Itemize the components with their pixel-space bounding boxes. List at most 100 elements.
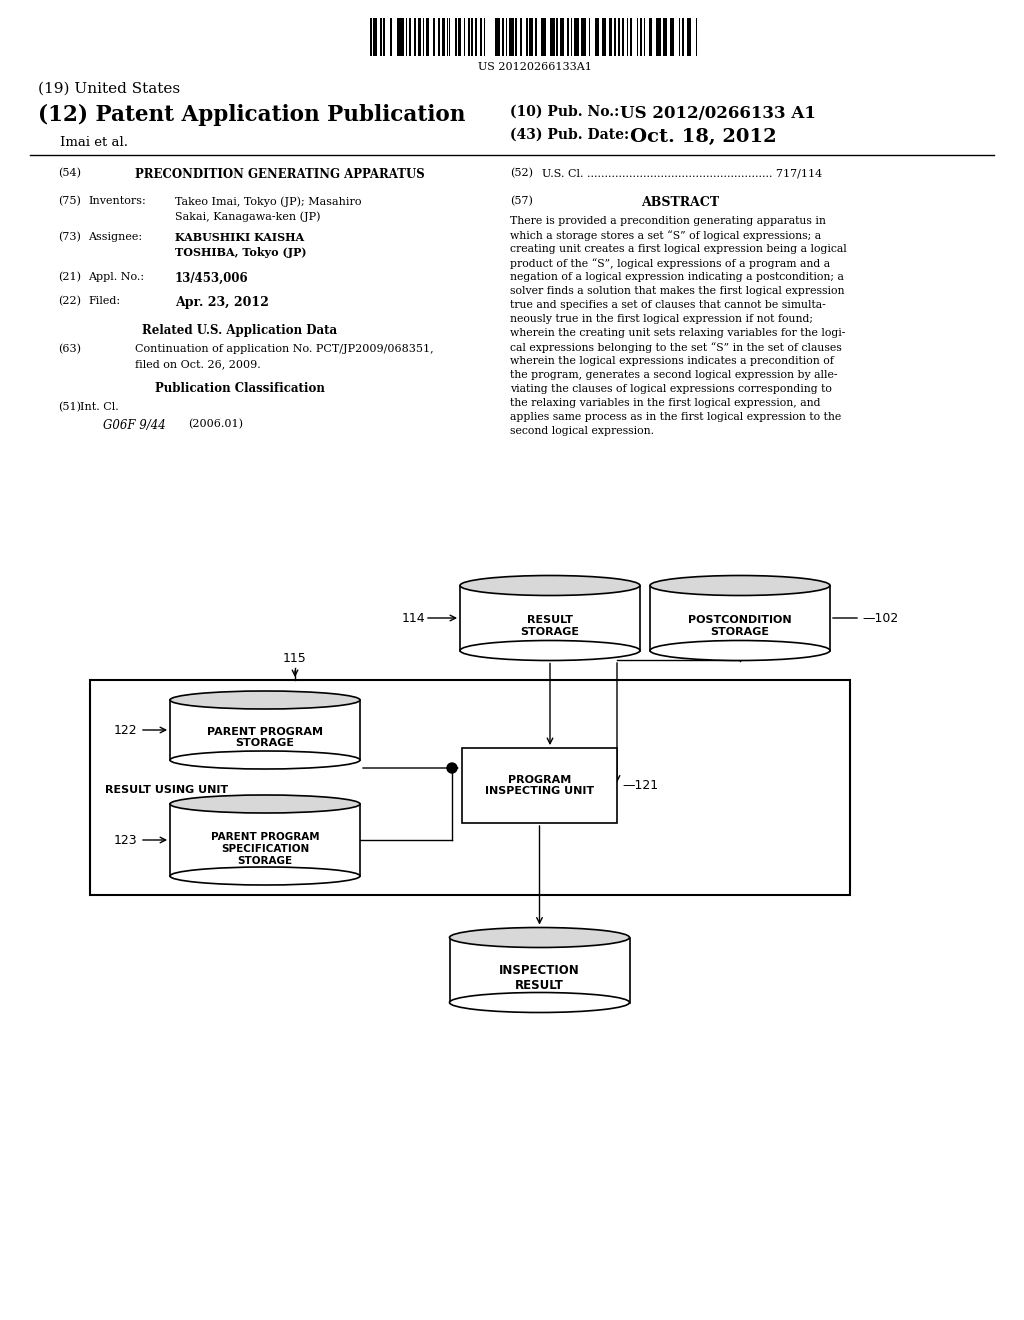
Bar bbox=[520, 18, 521, 55]
Bar bbox=[589, 18, 590, 55]
Bar bbox=[535, 18, 537, 55]
Text: (21): (21) bbox=[58, 272, 81, 282]
Bar bbox=[656, 18, 660, 55]
Text: product of the “S”, logical expressions of a program and a: product of the “S”, logical expressions … bbox=[510, 257, 830, 269]
Text: PROGRAM
INSPECTING UNIT: PROGRAM INSPECTING UNIT bbox=[485, 775, 594, 796]
Bar bbox=[695, 18, 697, 55]
Bar bbox=[556, 18, 558, 55]
Text: KABUSHIKI KAISHA: KABUSHIKI KAISHA bbox=[175, 232, 304, 243]
Bar bbox=[623, 18, 625, 55]
Bar bbox=[399, 18, 403, 55]
Bar bbox=[438, 18, 440, 55]
Text: (12) Patent Application Publication: (12) Patent Application Publication bbox=[38, 104, 465, 127]
Text: PARENT PROGRAM
SPECIFICATION
STORAGE: PARENT PROGRAM SPECIFICATION STORAGE bbox=[211, 833, 319, 866]
Bar bbox=[526, 18, 527, 55]
Text: cal expressions belonging to the set “S” in the set of clauses: cal expressions belonging to the set “S”… bbox=[510, 342, 842, 352]
Text: U.S. Cl. ..................................................... 717/114: U.S. Cl. ...............................… bbox=[542, 168, 822, 178]
Bar bbox=[570, 18, 572, 55]
Bar bbox=[542, 18, 546, 55]
Bar bbox=[468, 18, 470, 55]
Bar bbox=[426, 18, 429, 55]
Ellipse shape bbox=[170, 690, 360, 709]
Text: Assignee:: Assignee: bbox=[88, 232, 142, 242]
Text: wherein the logical expressions indicates a precondition of: wherein the logical expressions indicate… bbox=[510, 356, 834, 366]
Bar bbox=[602, 18, 606, 55]
Bar bbox=[459, 18, 461, 55]
Bar bbox=[499, 18, 500, 55]
Bar bbox=[389, 18, 392, 55]
Ellipse shape bbox=[460, 640, 640, 660]
Text: Related U.S. Application Data: Related U.S. Application Data bbox=[142, 323, 338, 337]
Text: There is provided a precondition generating apparatus in: There is provided a precondition generat… bbox=[510, 216, 826, 226]
Bar bbox=[630, 18, 632, 55]
Ellipse shape bbox=[650, 640, 830, 660]
Bar bbox=[687, 18, 691, 55]
Bar bbox=[609, 18, 611, 55]
Bar bbox=[460, 586, 640, 651]
Bar bbox=[475, 18, 477, 55]
Bar bbox=[170, 700, 360, 760]
Bar bbox=[90, 680, 850, 895]
Bar bbox=[479, 18, 482, 55]
Text: wherein the creating unit sets relaxing variables for the logi-: wherein the creating unit sets relaxing … bbox=[510, 327, 846, 338]
Ellipse shape bbox=[650, 576, 830, 595]
Bar bbox=[464, 18, 466, 55]
Bar bbox=[442, 18, 444, 55]
Text: 13/453,006: 13/453,006 bbox=[175, 272, 249, 285]
Text: G06F 9/44: G06F 9/44 bbox=[103, 418, 166, 432]
Bar bbox=[455, 18, 457, 55]
Text: (57): (57) bbox=[510, 195, 532, 206]
Bar bbox=[380, 18, 382, 55]
Text: (2006.01): (2006.01) bbox=[188, 418, 243, 429]
Bar bbox=[515, 18, 517, 55]
Text: —121: —121 bbox=[622, 779, 658, 792]
Text: (43) Pub. Date:: (43) Pub. Date: bbox=[510, 128, 629, 143]
Bar bbox=[170, 804, 360, 876]
Bar bbox=[410, 18, 411, 55]
Text: (51): (51) bbox=[58, 403, 81, 412]
Text: Apr. 23, 2012: Apr. 23, 2012 bbox=[175, 296, 269, 309]
Bar bbox=[502, 18, 504, 55]
Bar bbox=[446, 18, 449, 55]
Bar bbox=[414, 18, 417, 55]
Text: US 2012/0266133 A1: US 2012/0266133 A1 bbox=[620, 106, 816, 121]
Text: which a storage stores a set “S” of logical expressions; a: which a storage stores a set “S” of logi… bbox=[510, 230, 821, 240]
Bar bbox=[560, 18, 564, 55]
Text: RESULT USING UNIT: RESULT USING UNIT bbox=[105, 785, 228, 795]
Bar bbox=[550, 18, 555, 55]
Text: the relaxing variables in the first logical expression, and: the relaxing variables in the first logi… bbox=[510, 399, 820, 408]
Text: applies same process as in the first logical expression to the: applies same process as in the first log… bbox=[510, 412, 842, 422]
Text: viating the clauses of logical expressions corresponding to: viating the clauses of logical expressio… bbox=[510, 384, 831, 393]
Bar bbox=[582, 18, 586, 55]
Text: Publication Classification: Publication Classification bbox=[155, 381, 325, 395]
Bar bbox=[595, 18, 599, 55]
Text: INSPECTION
RESULT: INSPECTION RESULT bbox=[499, 964, 580, 993]
Ellipse shape bbox=[460, 576, 640, 595]
Text: Imai et al.: Imai et al. bbox=[60, 136, 128, 149]
Text: 122: 122 bbox=[114, 723, 137, 737]
Text: PARENT PROGRAM
STORAGE: PARENT PROGRAM STORAGE bbox=[207, 727, 323, 748]
Bar bbox=[682, 18, 684, 55]
Bar bbox=[433, 18, 435, 55]
Bar bbox=[567, 18, 569, 55]
Text: (52): (52) bbox=[510, 168, 534, 178]
Bar bbox=[614, 18, 616, 55]
Bar bbox=[640, 18, 642, 55]
Bar bbox=[495, 18, 498, 55]
Text: the program, generates a second logical expression by alle-: the program, generates a second logical … bbox=[510, 370, 838, 380]
Text: true and specifies a set of clauses that cannot be simulta-: true and specifies a set of clauses that… bbox=[510, 300, 825, 310]
Bar bbox=[370, 18, 372, 55]
Circle shape bbox=[447, 763, 457, 774]
Bar bbox=[506, 18, 507, 55]
Text: ABSTRACT: ABSTRACT bbox=[641, 195, 719, 209]
Text: Inventors:: Inventors: bbox=[88, 195, 145, 206]
Bar bbox=[617, 18, 620, 55]
Text: Filed:: Filed: bbox=[88, 296, 120, 306]
Ellipse shape bbox=[170, 751, 360, 770]
Bar bbox=[471, 18, 472, 55]
Text: POSTCONDITION
STORAGE: POSTCONDITION STORAGE bbox=[688, 615, 792, 638]
Text: second logical expression.: second logical expression. bbox=[510, 426, 654, 436]
Bar bbox=[670, 18, 674, 55]
Text: Continuation of application No. PCT/JP2009/068351,: Continuation of application No. PCT/JP20… bbox=[135, 345, 433, 354]
Text: Appl. No.:: Appl. No.: bbox=[88, 272, 144, 282]
